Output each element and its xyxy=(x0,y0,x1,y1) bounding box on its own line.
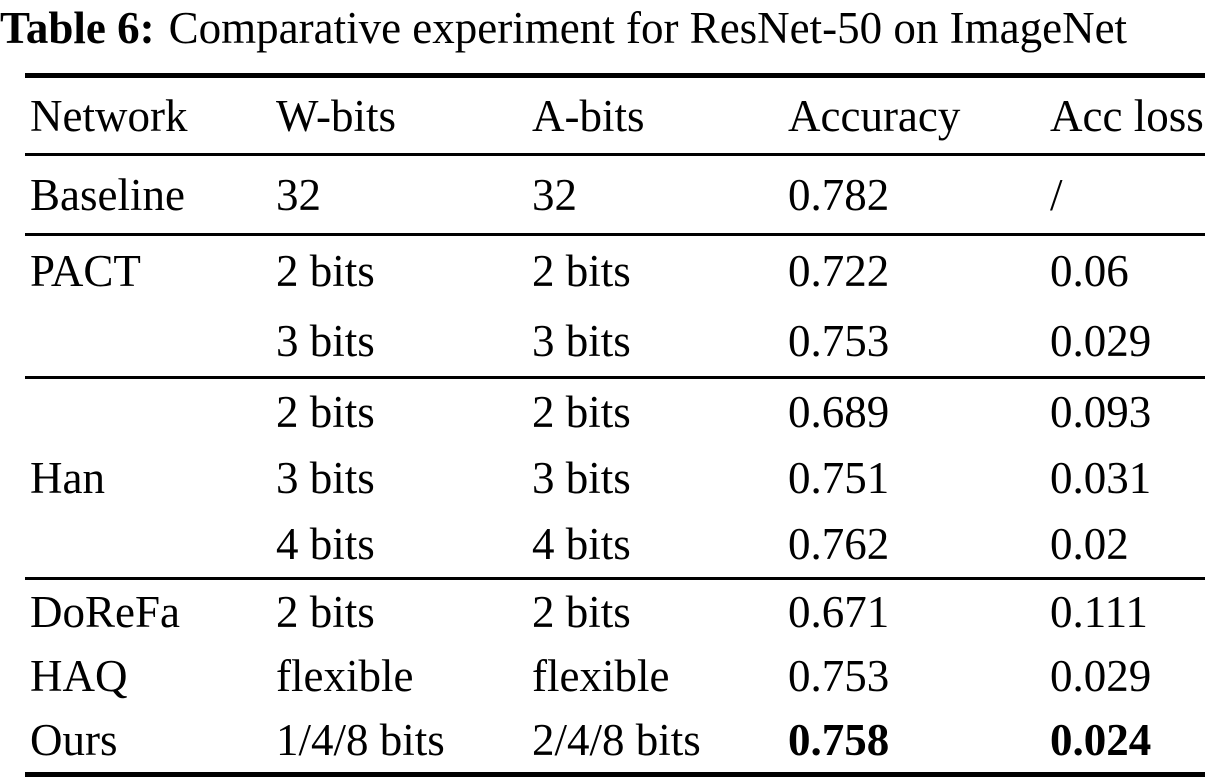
cell-accuracy: 0.722 xyxy=(788,246,890,296)
cell-acc-loss: 0.031 xyxy=(1050,453,1152,503)
cell-network: PACT xyxy=(30,246,141,296)
cell-acc-loss: 0.02 xyxy=(1050,519,1129,569)
cell-a-bits: 2 bits xyxy=(532,246,631,296)
cell-w-bits: 1/4/8 bits xyxy=(276,715,445,765)
cell-a-bits: 2 bits xyxy=(532,387,631,437)
cell-network: HAQ xyxy=(30,651,128,701)
cell-w-bits: 3 bits xyxy=(276,453,375,503)
bottom-rule xyxy=(25,772,1205,777)
cell-acc-loss: 0.093 xyxy=(1050,387,1152,437)
cell-w-bits: 32 xyxy=(276,169,321,220)
table-row: Ours 1/4/8 bits 2/4/8 bits 0.758 0.024 xyxy=(25,708,1205,772)
cell-network: Ours xyxy=(30,715,118,765)
group-rule xyxy=(25,577,1205,580)
cell-acc-loss-best: 0.024 xyxy=(1050,715,1152,765)
cell-w-bits: flexible xyxy=(276,651,414,701)
cell-accuracy: 0.751 xyxy=(788,453,890,503)
cell-accuracy-best: 0.758 xyxy=(788,715,890,765)
header-w-bits: W-bits xyxy=(276,90,396,141)
cell-a-bits: flexible xyxy=(532,651,670,701)
cell-acc-loss: 0.029 xyxy=(1050,316,1152,366)
table-row: DoReFa 2 bits 2 bits 0.671 0.111 xyxy=(25,580,1205,644)
table-row: PACT 2 bits 2 bits 0.722 0.06 xyxy=(25,236,1205,306)
cell-accuracy: 0.762 xyxy=(788,519,890,569)
cell-w-bits: 2 bits xyxy=(276,387,375,437)
table-row: 2 bits 2 bits 0.689 0.093 xyxy=(25,379,1205,445)
cell-accuracy: 0.689 xyxy=(788,387,890,437)
group-rule xyxy=(25,376,1205,379)
cell-acc-loss: / xyxy=(1050,169,1063,220)
cell-a-bits: 4 bits xyxy=(532,519,631,569)
table-caption: Table 6: Comparative experiment for ResNe… xyxy=(0,2,1217,54)
cell-accuracy: 0.782 xyxy=(788,169,890,220)
header-a-bits: A-bits xyxy=(532,90,645,141)
table-caption-text: Comparative experiment for ResNet-50 on … xyxy=(168,3,1128,53)
cell-network: DoReFa xyxy=(30,587,180,637)
cell-acc-loss: 0.029 xyxy=(1050,651,1152,701)
group-rule xyxy=(25,233,1205,236)
cell-w-bits: 3 bits xyxy=(276,316,375,366)
table-row: Han 3 bits 3 bits 0.751 0.031 xyxy=(25,445,1205,511)
table-row: HAQ flexible flexible 0.753 0.029 xyxy=(25,644,1205,708)
header-acc-loss: Acc loss xyxy=(1050,90,1204,141)
cell-accuracy: 0.753 xyxy=(788,316,890,366)
cell-network: Baseline xyxy=(30,169,185,220)
comparison-table: Network W-bits A-bits Accuracy Acc loss … xyxy=(25,73,1205,777)
table-row: 4 bits 4 bits 0.762 0.02 xyxy=(25,511,1205,577)
cell-w-bits: 4 bits xyxy=(276,519,375,569)
cell-a-bits: 3 bits xyxy=(532,316,631,366)
header-rule xyxy=(25,153,1205,156)
cell-network: Han xyxy=(30,453,105,503)
cell-a-bits: 2/4/8 bits xyxy=(532,715,701,765)
cell-acc-loss: 0.06 xyxy=(1050,246,1129,296)
cell-a-bits: 32 xyxy=(532,169,577,220)
cell-accuracy: 0.753 xyxy=(788,651,890,701)
table-caption-label: Table 6: xyxy=(0,3,155,53)
cell-acc-loss: 0.111 xyxy=(1050,587,1148,637)
cell-accuracy: 0.671 xyxy=(788,587,890,637)
header-accuracy: Accuracy xyxy=(788,90,961,141)
cell-a-bits: 2 bits xyxy=(532,587,631,637)
top-rule xyxy=(25,73,1205,78)
header-network: Network xyxy=(30,90,188,141)
table-row: 3 bits 3 bits 0.753 0.029 xyxy=(25,306,1205,376)
header-row: Network W-bits A-bits Accuracy Acc loss xyxy=(25,78,1205,153)
cell-w-bits: 2 bits xyxy=(276,246,375,296)
cell-w-bits: 2 bits xyxy=(276,587,375,637)
cell-a-bits: 3 bits xyxy=(532,453,631,503)
table-row: Baseline 32 32 0.782 / xyxy=(25,156,1205,233)
